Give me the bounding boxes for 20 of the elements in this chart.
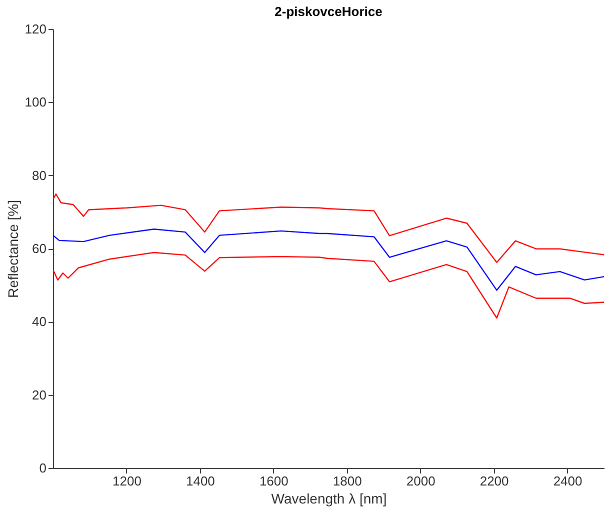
y-axis-title: Reflectance [%] bbox=[4, 200, 21, 298]
x-tick-label: 1400 bbox=[186, 474, 215, 488]
line-series bbox=[53, 228, 604, 291]
chart-title: 2-piskovceHorice bbox=[274, 4, 382, 19]
y-tick-label: 40 bbox=[32, 314, 46, 330]
x-axis-title: Wavelength λ [nm] bbox=[271, 490, 387, 506]
x-tick-label: 2400 bbox=[553, 474, 582, 488]
y-tick-label: 20 bbox=[32, 387, 46, 402]
x-tick-label: 2000 bbox=[406, 474, 436, 488]
x-tick-label: 1800 bbox=[332, 474, 362, 488]
y-tick-label: 0 bbox=[39, 460, 46, 476]
y-tick-label: 60 bbox=[32, 241, 46, 256]
x-tick-label: 1200 bbox=[112, 474, 142, 488]
x-tick-label: 2200 bbox=[480, 474, 509, 488]
x-tick-label: 1600 bbox=[259, 474, 288, 488]
y-tick-label: 120 bbox=[24, 22, 46, 36]
y-tick-label: 100 bbox=[24, 94, 46, 110]
line-series bbox=[53, 193, 604, 263]
y-tick-label: 80 bbox=[32, 168, 46, 183]
line-series bbox=[53, 252, 604, 319]
